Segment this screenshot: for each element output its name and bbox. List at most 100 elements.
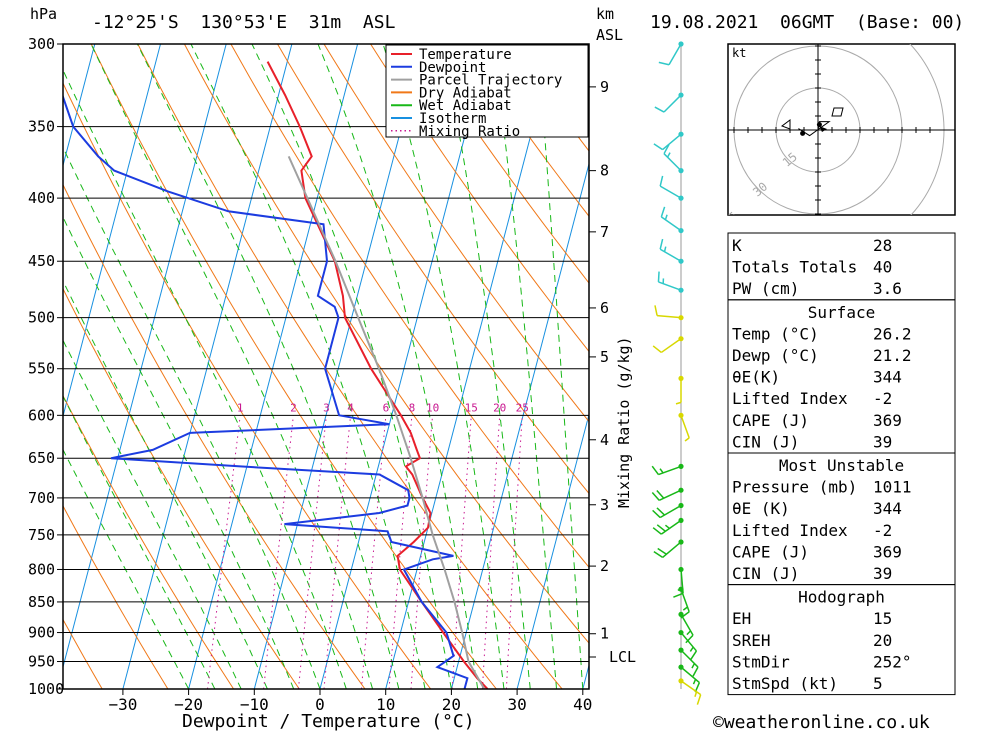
wet-adiabat-line xyxy=(63,395,216,689)
isotherm-line xyxy=(385,44,556,689)
isotherm-line xyxy=(188,44,359,689)
temperature-tick-label: −20 xyxy=(174,695,203,714)
mixing-ratio-label: 4 xyxy=(347,401,354,414)
dry-adiabat-line xyxy=(63,287,300,689)
table-row-label: EH xyxy=(732,609,751,628)
wind-level-dot xyxy=(678,258,684,264)
wet-adiabat-line xyxy=(63,146,321,689)
table-title: Hodograph xyxy=(798,588,885,607)
pressure-tick-label: 300 xyxy=(28,35,55,53)
mixing-ratio-line xyxy=(207,415,241,689)
pressure-tick-label: 850 xyxy=(28,593,55,611)
table-row-value: 369 xyxy=(873,542,902,561)
altitude-tick-label: 6 xyxy=(600,299,609,317)
wind-barb xyxy=(654,92,684,113)
dry-adiabat-line xyxy=(90,44,497,689)
isotherm-line xyxy=(0,44,29,689)
table-row-value: 21.2 xyxy=(873,346,912,365)
table-row-label: Totals Totals xyxy=(732,258,857,277)
mixing-ratio-line xyxy=(263,415,294,689)
isotherm-line xyxy=(63,44,227,669)
isotherm-line xyxy=(516,412,589,689)
table-row-label: K xyxy=(732,236,742,255)
dry-adiabat-line xyxy=(370,44,589,353)
dry-adiabat-lines xyxy=(63,44,589,689)
mixing-ratio-label: 6 xyxy=(383,401,390,414)
wind-level-dot xyxy=(678,678,684,684)
dry-adiabat-line xyxy=(416,44,589,284)
wind-level-dot xyxy=(678,487,684,493)
wind-barb xyxy=(678,412,690,442)
plot-frame xyxy=(62,43,590,690)
wet-adiabat-line xyxy=(90,44,374,689)
hodograph-unit-label: kt xyxy=(732,46,746,60)
wind-barb xyxy=(659,175,684,201)
wind-level-dot xyxy=(678,463,684,469)
table-row-value: 369 xyxy=(873,411,902,430)
wind-level-dot xyxy=(678,586,684,592)
pressure-tick-label: 550 xyxy=(28,360,55,378)
wind-barb xyxy=(678,629,698,661)
table-row-value: 40 xyxy=(873,258,892,277)
wet-adiabat-line xyxy=(63,448,190,689)
dry-adiabat-line xyxy=(230,44,589,569)
wind-level-dot xyxy=(678,287,684,293)
mixing-ratio-label: 20 xyxy=(493,401,506,414)
table-row-value: -2 xyxy=(873,521,892,540)
altitude-tick-label: 5 xyxy=(600,348,609,366)
parcel-trajectory-line xyxy=(287,155,486,689)
wind-profile xyxy=(651,41,702,705)
isotherm-line xyxy=(63,44,161,419)
wind-level-dot xyxy=(678,647,684,653)
pressure-tick-label: 950 xyxy=(28,653,55,671)
temperature-line xyxy=(266,61,489,689)
dry-adiabat-line xyxy=(63,183,366,689)
wind-level-dot xyxy=(678,664,684,670)
wind-barb xyxy=(678,678,702,705)
legend-label-dry-adiabat: Dry Adiabat xyxy=(419,85,512,101)
pressure-tick-label: 600 xyxy=(28,406,55,424)
mixing-ratio-lines xyxy=(207,415,523,689)
wet-adiabat-line xyxy=(251,44,452,689)
wind-barb xyxy=(658,41,684,66)
pressure-tick-label: 900 xyxy=(28,624,55,642)
wind-barb xyxy=(652,502,684,519)
isotherm-line xyxy=(122,44,293,689)
table-row-label: θE(K) xyxy=(732,368,780,387)
altitude-tick-label: LCL xyxy=(609,648,636,666)
isotherm-line xyxy=(319,44,490,689)
table-row-value: 15 xyxy=(873,609,892,628)
km-unit-label: km xyxy=(596,5,614,23)
isotherm-lines xyxy=(0,44,589,689)
wind-level-dot xyxy=(678,629,684,636)
wind-barb xyxy=(678,647,699,677)
pressure-tick-label: 400 xyxy=(28,189,55,207)
wind-barb xyxy=(657,271,684,293)
forecast-datetime: 19.08.2021 06GMT (Base: 00) xyxy=(650,12,964,33)
wind-level-dot xyxy=(678,539,684,545)
wind-barb xyxy=(660,206,684,234)
mixing-ratio-label: 1 xyxy=(237,401,244,414)
temperature-tick-label: −10 xyxy=(240,695,269,714)
wind-level-dot xyxy=(678,412,684,418)
table-row-value: 26.2 xyxy=(873,324,912,343)
table-row-label: θE (K) xyxy=(732,499,790,518)
table-row-label: CIN (J) xyxy=(732,432,799,451)
unstable-table: Most Unstable Pressure (mb) 1011 θE (K) 344 L… xyxy=(727,452,956,586)
asl-unit-label: ASL xyxy=(596,26,623,44)
pressure-axis: 300 350 400 450 500 550 600 650 700 750 800 850 900 9… xyxy=(28,35,64,698)
table-row-value: -2 xyxy=(873,389,892,408)
temperature-tick-label: −30 xyxy=(108,695,137,714)
temperature-tick-label: 40 xyxy=(573,695,592,714)
pressure-tick-label: 500 xyxy=(28,309,55,327)
pressure-tick-label: 450 xyxy=(28,252,55,270)
temperature-tick-label: 20 xyxy=(442,695,461,714)
dry-adiabat-line xyxy=(183,44,589,644)
wind-barb xyxy=(653,131,684,151)
wind-level-dot xyxy=(678,375,684,381)
wind-barb xyxy=(652,336,684,354)
mixing-ratio-line xyxy=(481,415,501,689)
